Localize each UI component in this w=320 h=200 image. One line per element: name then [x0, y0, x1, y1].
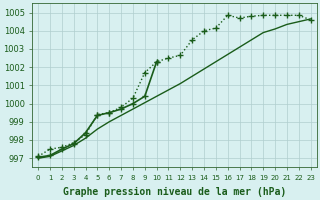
X-axis label: Graphe pression niveau de la mer (hPa): Graphe pression niveau de la mer (hPa) — [63, 186, 286, 197]
